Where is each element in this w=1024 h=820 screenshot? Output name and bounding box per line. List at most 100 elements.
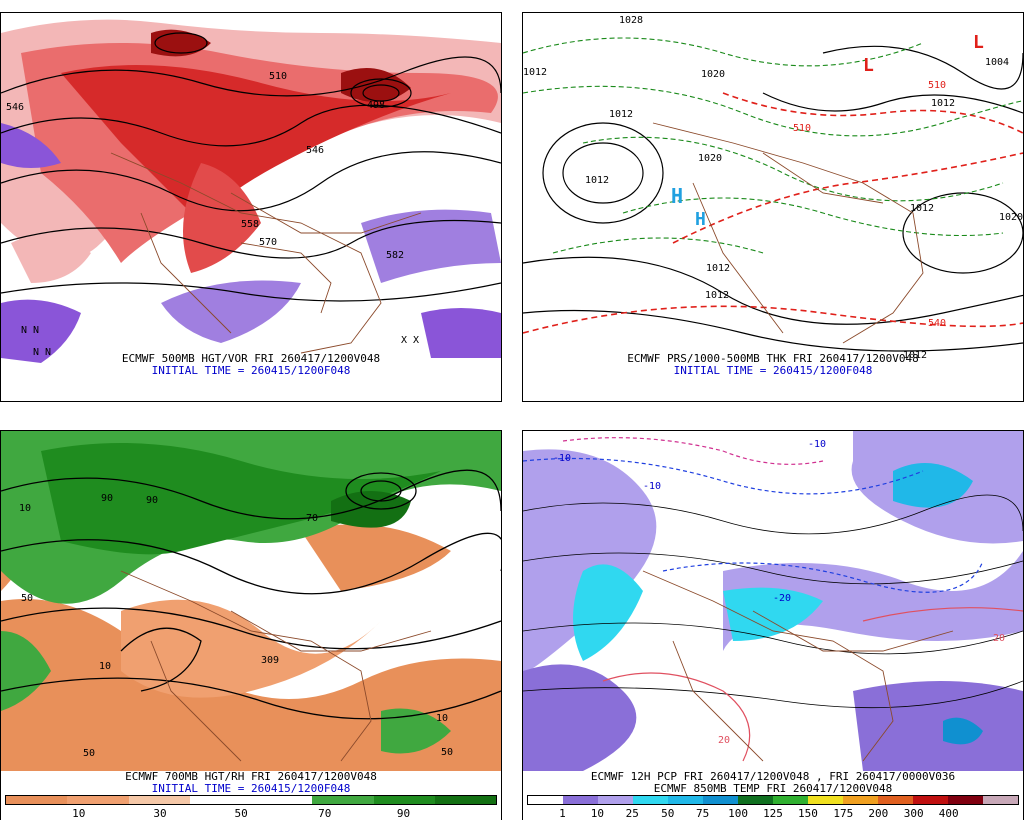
colorbar-segment <box>598 796 633 804</box>
freezing-contours <box>523 457 984 593</box>
colorbar-tick-label: 100 <box>728 807 748 820</box>
svg-text:1012: 1012 <box>609 109 633 120</box>
svg-text:510: 510 <box>928 80 946 91</box>
svg-text:X X: X X <box>401 335 419 346</box>
dry-area <box>121 599 381 698</box>
svg-text:1012: 1012 <box>585 175 609 186</box>
vorticity-band <box>183 163 261 273</box>
colorbar-segment <box>251 796 313 804</box>
colorbar-segment <box>948 796 983 804</box>
colorbar-segment <box>373 796 435 804</box>
svg-text:N N: N N <box>21 325 39 336</box>
svg-text:1012: 1012 <box>903 350 927 361</box>
colorbar-segment <box>808 796 843 804</box>
rh-colorbar <box>5 795 497 805</box>
colorbar-tick-label: 50 <box>661 807 675 820</box>
map-precip-850mb-temp: -10 -10 -20 -10 20 20 <box>523 431 1023 771</box>
svg-text:10: 10 <box>99 661 111 672</box>
precip-moderate <box>893 463 973 508</box>
svg-text:50: 50 <box>21 593 33 604</box>
colorbar-tick-label: 175 <box>833 807 854 820</box>
precip-moderate <box>573 564 643 661</box>
svg-text:510: 510 <box>793 123 811 134</box>
svg-text:90: 90 <box>146 495 158 506</box>
colorbar-tick-label: 300 <box>903 807 924 820</box>
panel-precip-850mb-temp: -10 -10 -20 -10 20 20 ECMWF 12H PCP FRI … <box>522 430 1024 820</box>
warm-contours <box>602 607 1023 762</box>
svg-text:1012: 1012 <box>523 67 547 78</box>
svg-text:90: 90 <box>101 493 113 504</box>
colorbar-tick-label: 25 <box>625 807 639 820</box>
svg-text:-10: -10 <box>808 439 826 450</box>
political-borders <box>652 122 924 344</box>
svg-text:546: 546 <box>306 145 324 156</box>
map-700mb-rh: 90 90 70 10 50 10 50 10 50 309 <box>1 431 501 771</box>
svg-text:498: 498 <box>367 100 385 111</box>
panel-subtitle: ECMWF 850MB TEMP FRI 260417/1200V048 <box>653 782 893 795</box>
colorbar-segment <box>738 796 773 804</box>
svg-text:-10: -10 <box>553 453 571 464</box>
precip-moderate <box>723 587 823 641</box>
svg-text:1028: 1028 <box>619 15 643 26</box>
colorbar-segment <box>703 796 738 804</box>
svg-text:20: 20 <box>718 735 730 746</box>
temperature-contours <box>523 494 1023 709</box>
panel-700mb-height-rh: 90 90 70 10 50 10 50 10 50 309 ECMWF 700… <box>0 430 502 820</box>
colorbar-tick-label: 50 <box>234 807 248 820</box>
colorbar-segment <box>913 796 948 804</box>
svg-text:1020: 1020 <box>698 153 722 164</box>
colorbar-segment <box>878 796 913 804</box>
colorbar-segment <box>128 796 190 804</box>
precip-light <box>853 681 1023 771</box>
thickness-warm <box>523 92 1023 334</box>
panel-title: ECMWF 500MB HGT/VOR FRI 260417/1200V048 <box>121 352 381 365</box>
panel-title: ECMWF 12H PCP FRI 260417/1200V048 , FRI … <box>590 770 956 783</box>
svg-text:H: H <box>695 209 706 230</box>
isobars <box>523 45 1023 352</box>
political-borders <box>110 152 422 354</box>
colorbar-tick-label: 1 <box>559 807 566 820</box>
colorbar-tick-label: 400 <box>938 807 959 820</box>
panel-subtitle: INITIAL TIME = 260415/1200F048 <box>151 782 351 795</box>
panel-500mb-height-vorticity: 546 510 498 570 582 546 558 N N N N X X … <box>0 12 502 402</box>
thickness-cold <box>523 37 1023 254</box>
dry-area <box>301 524 451 591</box>
svg-text:L: L <box>973 32 984 53</box>
political-borders <box>120 570 432 762</box>
panel-pressure-thickness: H H L L 1028 1012 1020 1012 1012 1020 10… <box>522 12 1024 402</box>
vorticity-core <box>61 65 451 223</box>
svg-text:1012: 1012 <box>706 263 730 274</box>
svg-text:50: 50 <box>441 747 453 758</box>
svg-text:50: 50 <box>83 748 95 759</box>
svg-text:N N: N N <box>33 347 51 358</box>
colorbar-tick-label: 10 <box>590 807 604 820</box>
svg-text:540: 540 <box>928 318 946 329</box>
height-contours <box>1 32 501 302</box>
svg-text:558: 558 <box>241 219 259 230</box>
colorbar-segment <box>983 796 1018 804</box>
svg-text:L: L <box>863 55 874 76</box>
panel-title: ECMWF PRS/1000-500MB THK FRI 260417/1200… <box>627 352 919 365</box>
negative-vorticity <box>1 123 61 168</box>
colorbar-tick-label: 90 <box>396 807 411 820</box>
colorbar-segment <box>563 796 598 804</box>
colorbar-tick-label: 30 <box>153 807 167 820</box>
precip-light <box>723 551 1023 651</box>
panel-subtitle: INITIAL TIME = 260415/1200F048 <box>151 364 351 377</box>
colorbar-segment <box>668 796 703 804</box>
panel-title: ECMWF 700MB HGT/RH FRI 260417/1200V048 <box>125 770 377 783</box>
svg-text:-20: -20 <box>773 593 791 604</box>
svg-text:309: 309 <box>261 655 279 666</box>
negative-vorticity <box>421 308 501 358</box>
height-contours <box>1 469 501 720</box>
precip-light <box>523 449 657 673</box>
svg-text:-10: -10 <box>643 481 661 492</box>
moist-area <box>41 443 441 555</box>
colorbar-tick-label: 125 <box>763 807 783 820</box>
precip-colorbar-ticks: 1 10 25 50 75 100 125 150 175 200 300 400 <box>527 807 1019 820</box>
colorbar-segment <box>312 796 374 804</box>
map-pressure-thickness: H H L L 1028 1012 1020 1012 1012 1020 10… <box>523 13 1023 401</box>
panel-subtitle: INITIAL TIME = 260415/1200F048 <box>673 364 873 377</box>
colorbar-segment <box>773 796 808 804</box>
svg-text:10: 10 <box>19 503 31 514</box>
